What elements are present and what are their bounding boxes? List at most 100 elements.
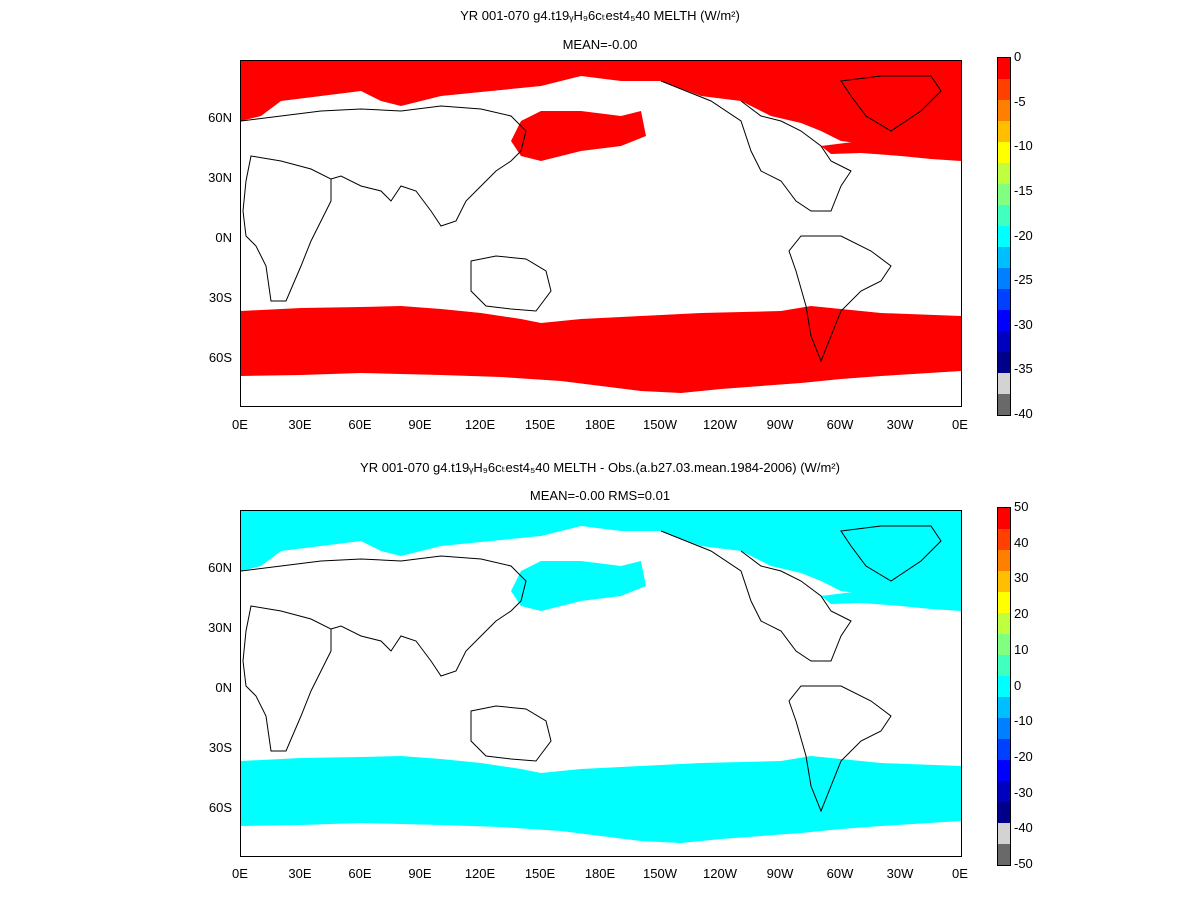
south-america-coast [788, 685, 892, 813]
colorbar-swatch [998, 634, 1010, 655]
colorbar-swatch [998, 373, 1010, 394]
colorbar-swatch [998, 184, 1010, 205]
greenland-coast [840, 525, 942, 582]
x-tick-label: 60W [826, 866, 854, 881]
colorbar-swatch [998, 100, 1010, 121]
colorbar-swatch [998, 760, 1010, 781]
colorbar-tick-label: -30 [1014, 316, 1033, 332]
map-plot [240, 510, 962, 857]
colorbar-tick-label: -40 [1014, 406, 1033, 421]
colorbar-swatch [998, 163, 1010, 184]
north-america-coast [660, 80, 852, 212]
colorbar-swatch [998, 592, 1010, 613]
y-tick-label: 0N [215, 230, 232, 245]
colorbar-tick-label: -20 [1014, 748, 1033, 764]
y-tick-label: 60N [208, 560, 232, 575]
africa-coast [242, 605, 332, 752]
x-tick-label: 120W [703, 417, 737, 432]
colorbar-tick-label: -10 [1014, 713, 1033, 729]
australia-coast [470, 255, 552, 312]
colorbar-swatch [998, 121, 1010, 142]
colorbar-swatch [998, 58, 1010, 79]
colorbar-tick-label: 20 [1014, 606, 1029, 622]
colorbar-tick-label: -50 [1014, 856, 1033, 871]
australia-coast [470, 705, 552, 762]
colorbar-tick-label: 30 [1014, 570, 1029, 586]
y-tick-label: 60S [208, 800, 232, 815]
greenland-coast [840, 75, 942, 132]
map-svg [241, 511, 961, 843]
x-tick-label: 90E [408, 866, 432, 881]
colorbar-swatch [998, 142, 1010, 163]
colorbar-swatch [998, 823, 1010, 844]
shaded-region [241, 511, 961, 843]
colorbar-swatch [998, 550, 1010, 571]
y-tick-label: 30N [208, 620, 232, 635]
panel-title: YR 001-070 g4.t19ᵧH₉6cₜest4₅40 MELTH (W/… [460, 8, 740, 23]
colorbar-swatch [998, 781, 1010, 802]
colorbar-tick-label: -35 [1014, 361, 1033, 377]
x-tick-label: 60E [348, 417, 372, 432]
panel-subtitle: MEAN=-0.00 RMS=0.01 [529, 488, 671, 503]
y-tick-label: 60S [208, 350, 232, 365]
southern-ocean-region [241, 756, 961, 843]
colorbar-swatch [998, 508, 1010, 529]
coastlines [241, 525, 942, 813]
colorbar [997, 507, 1011, 866]
colorbar-swatch [998, 739, 1010, 760]
north-atlantic-region [821, 136, 961, 161]
colorbar-swatch [998, 529, 1010, 550]
x-tick-label: 0E [952, 417, 968, 432]
map-plot [240, 60, 962, 407]
x-tick-label: 120E [464, 417, 496, 432]
colorbar-tick-label: -25 [1014, 272, 1033, 288]
colorbar-tick-label: 40 [1014, 534, 1029, 550]
eurasia-coast [241, 105, 527, 227]
map-svg [241, 61, 961, 393]
coastlines [241, 75, 942, 363]
x-tick-label: 30W [886, 417, 914, 432]
x-tick-label: 150E [524, 866, 556, 881]
colorbar-swatch [998, 613, 1010, 634]
x-tick-label: 150E [524, 417, 556, 432]
colorbar-swatch [998, 394, 1010, 415]
colorbar-swatch [998, 226, 1010, 247]
x-tick-label: 90E [408, 417, 432, 432]
x-tick-label: 30E [288, 866, 312, 881]
panel-title: YR 001-070 g4.t19ᵧH₉6cₜest4₅40 MELTH - O… [360, 460, 840, 475]
x-tick-label: 120E [464, 866, 496, 881]
colorbar-tick-label: 10 [1014, 641, 1029, 657]
colorbar-swatch [998, 247, 1010, 268]
north-atlantic-region [821, 586, 961, 611]
y-tick-label: 30S [208, 290, 232, 305]
colorbar-swatch [998, 844, 1010, 865]
x-tick-label: 150W [643, 866, 677, 881]
arctic-region [241, 61, 961, 159]
colorbar-swatch [998, 352, 1010, 373]
x-tick-label: 90W [766, 417, 794, 432]
y-tick-label: 30N [208, 170, 232, 185]
x-tick-label: 60E [348, 866, 372, 881]
eurasia-coast [241, 555, 527, 677]
x-tick-label: 0E [232, 866, 248, 881]
y-tick-label: 0N [215, 680, 232, 695]
x-tick-label: 150W [643, 417, 677, 432]
x-tick-label: 0E [232, 417, 248, 432]
x-tick-label: 180E [584, 866, 616, 881]
colorbar [997, 57, 1011, 416]
x-tick-label: 120W [703, 866, 737, 881]
x-tick-label: 30W [886, 866, 914, 881]
south-america-coast [788, 235, 892, 363]
colorbar-tick-label: -20 [1014, 227, 1033, 243]
y-tick-label: 60N [208, 110, 232, 125]
africa-coast [242, 155, 332, 302]
north-pacific-region [511, 111, 646, 161]
x-tick-label: 30E [288, 417, 312, 432]
colorbar-swatch [998, 571, 1010, 592]
colorbar-swatch [998, 676, 1010, 697]
x-tick-label: 0E [952, 866, 968, 881]
colorbar-tick-label: 0 [1014, 677, 1022, 693]
colorbar-tick-label: -15 [1014, 182, 1033, 198]
colorbar-tick-label: 50 [1014, 499, 1029, 514]
colorbar-swatch [998, 802, 1010, 823]
